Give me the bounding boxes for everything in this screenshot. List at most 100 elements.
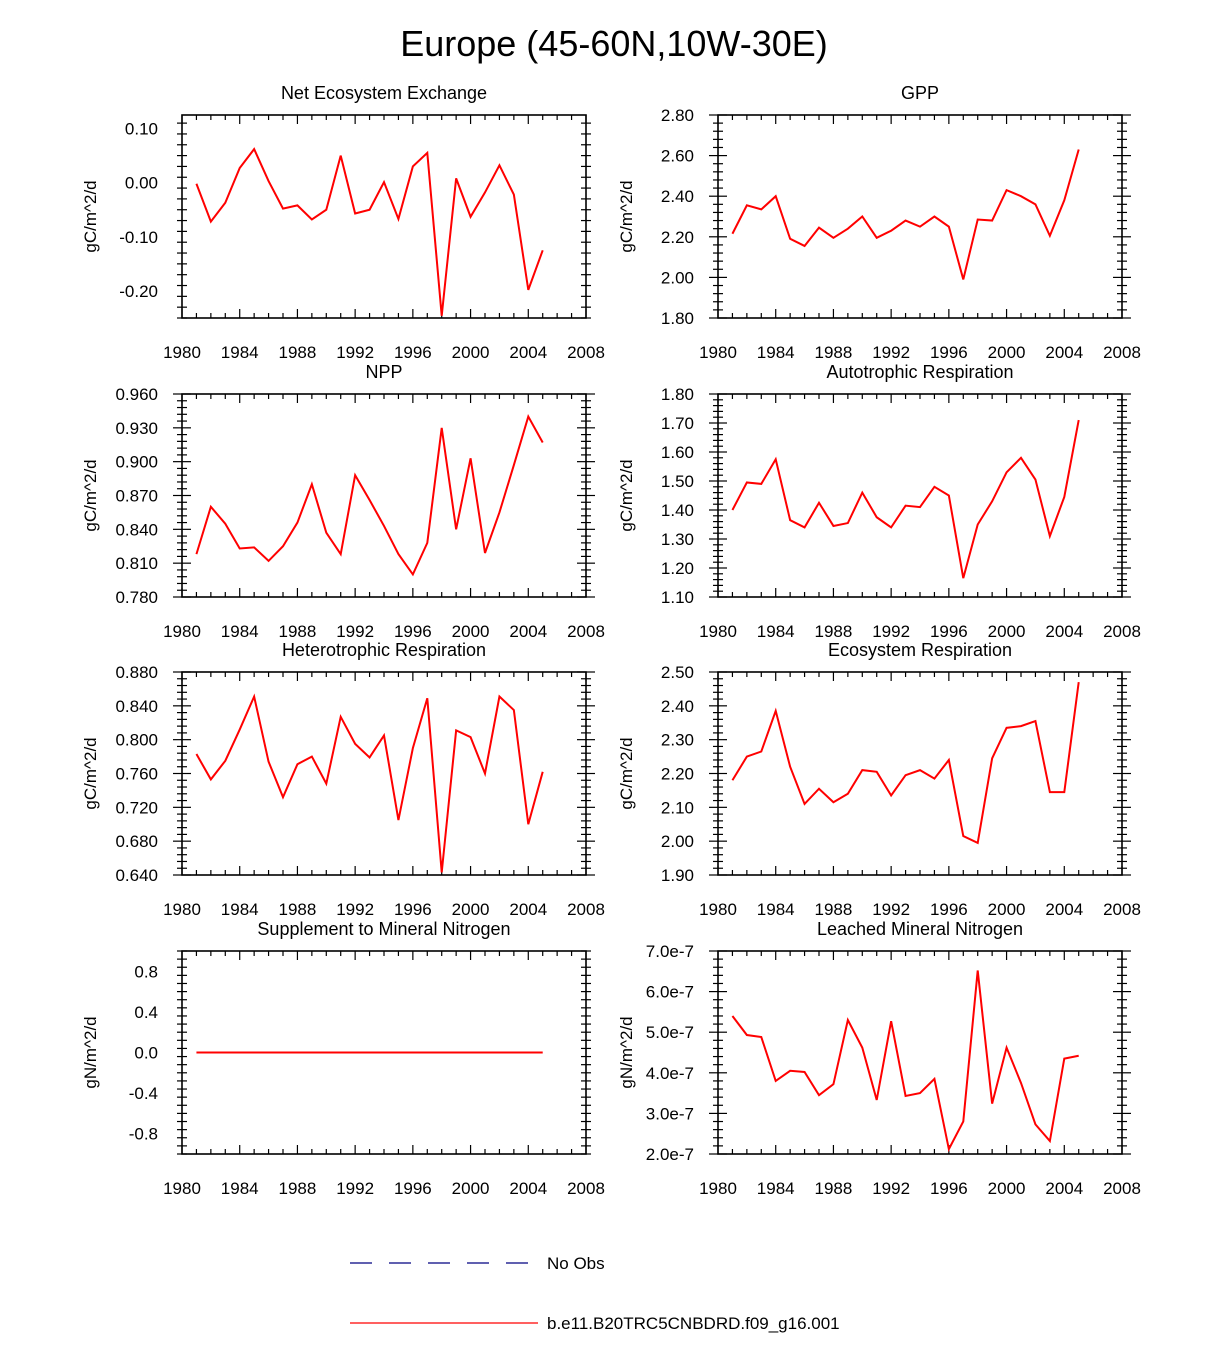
chart-panel: Autotrophic Respiration 1980 1984 1988 1992 1… (617, 362, 1141, 641)
panel-title: GPP (901, 83, 939, 103)
x-tick-label: 2004 (509, 900, 547, 919)
plot-frame (717, 114, 1123, 319)
panel-title: Net Ecosystem Exchange (281, 83, 487, 103)
x-tick-label: 1992 (336, 1179, 374, 1198)
y-tick-label: 2.00 (661, 832, 694, 851)
y-tick-label: -0.4 (129, 1084, 158, 1103)
x-tick-label: 1984 (757, 343, 795, 362)
x-tick-label: 1992 (872, 1179, 910, 1198)
y-tick-label: 0.810 (115, 554, 158, 573)
y-tick-label: 0.00 (125, 174, 158, 193)
plot-frame (717, 950, 1123, 1155)
y-tick-label: 2.0e-7 (646, 1145, 694, 1164)
y-tick-label: 0.0 (134, 1044, 158, 1063)
chart-panel: GPP 1980 1984 1988 1992 1996 2000 2004 2008 2.80 2… (617, 83, 1141, 362)
x-tick-label: 1988 (815, 622, 853, 641)
x-tick-label: 1988 (815, 900, 853, 919)
x-tick-label: 1980 (163, 343, 201, 362)
y-tick-label: 1.30 (661, 530, 694, 549)
x-tick-label: 1980 (163, 1179, 201, 1198)
y-axis-label: gN/m^2/d (617, 1016, 636, 1088)
y-tick-label: 0.720 (115, 798, 158, 817)
panel-title: Autotrophic Respiration (826, 362, 1013, 382)
x-tick-label: 1996 (394, 1179, 432, 1198)
series-line (195, 147, 544, 316)
y-tick-label: 0.840 (115, 697, 158, 716)
series-line (731, 970, 1079, 1153)
x-tick-label: 1992 (872, 343, 910, 362)
y-tick-label: 0.4 (134, 1003, 158, 1022)
y-tick-label: 0.760 (115, 765, 158, 784)
x-tick-label: 2000 (452, 900, 490, 919)
x-tick-label: 2000 (988, 1179, 1026, 1198)
x-tick-label: 2008 (567, 343, 605, 362)
y-tick-label: 0.8 (134, 962, 158, 981)
x-tick-label: 1992 (872, 900, 910, 919)
panel-title: Leached Mineral Nitrogen (817, 919, 1023, 939)
y-tick-label: 1.60 (661, 443, 694, 462)
chart-panel: Ecosystem Respiration 1980 1984 1988 1992 199… (617, 640, 1141, 919)
x-tick-label: 1992 (336, 900, 374, 919)
series-line (731, 419, 1080, 579)
x-tick-label: 1992 (872, 622, 910, 641)
x-tick-label: 1980 (699, 622, 737, 641)
y-tick-label: 1.80 (661, 309, 694, 328)
y-tick-label: 2.00 (661, 268, 694, 287)
y-tick-label: 0.930 (115, 419, 158, 438)
x-tick-label: 2008 (1103, 900, 1141, 919)
y-tick-label: 0.960 (115, 385, 158, 404)
y-tick-label: 0.640 (115, 866, 158, 885)
y-tick-label: 0.900 (115, 453, 158, 472)
y-axis-label: gC/m^2/d (617, 737, 636, 809)
x-tick-label: 1984 (221, 1179, 259, 1198)
y-tick-label: 3.0e-7 (646, 1104, 694, 1123)
series-line (195, 693, 544, 873)
x-tick-label: 1996 (930, 900, 968, 919)
panel-title: Supplement to Mineral Nitrogen (257, 919, 510, 939)
x-tick-label: 2008 (567, 1179, 605, 1198)
y-axis-label: gC/m^2/d (81, 180, 100, 252)
y-tick-label: 0.870 (115, 487, 158, 506)
y-tick-label: 7.0e-7 (646, 942, 694, 961)
y-tick-label: 1.10 (661, 588, 694, 607)
legend-obs-label: No Obs (547, 1254, 605, 1273)
x-tick-label: 2000 (988, 622, 1026, 641)
y-tick-label: 6.0e-7 (646, 983, 694, 1002)
y-tick-label: 0.680 (115, 832, 158, 851)
panel-title: Heterotrophic Respiration (282, 640, 486, 660)
y-tick-label: 0.10 (125, 120, 158, 139)
x-tick-label: 1984 (757, 622, 795, 641)
x-tick-label: 1980 (699, 1179, 737, 1198)
y-tick-label: 5.0e-7 (646, 1023, 694, 1042)
x-tick-label: 1996 (394, 900, 432, 919)
plot-frame (717, 393, 1123, 598)
y-tick-label: 2.80 (661, 106, 694, 125)
x-tick-label: 2004 (1045, 1179, 1083, 1198)
chart-panels: Net Ecosystem Exchange 1980 1984 1988 1992 19… (81, 83, 1141, 1198)
y-tick-label: -0.20 (119, 282, 158, 301)
x-tick-label: 2000 (452, 343, 490, 362)
x-tick-label: 1988 (815, 343, 853, 362)
x-tick-label: 1996 (930, 622, 968, 641)
x-tick-label: 1992 (336, 622, 374, 641)
y-tick-label: 1.90 (661, 866, 694, 885)
x-tick-label: 2000 (988, 343, 1026, 362)
chart-panel: Supplement to Mineral Nitrogen 1980 1984 19… (81, 919, 605, 1198)
x-tick-label: 2000 (988, 900, 1026, 919)
x-tick-label: 2004 (509, 622, 547, 641)
y-tick-label: 2.10 (661, 798, 694, 817)
x-tick-label: 1988 (279, 343, 317, 362)
chart-panel: Leached Mineral Nitrogen 1980 1984 1988 1992… (617, 919, 1141, 1198)
x-tick-label: 2004 (1045, 343, 1083, 362)
y-tick-label: 2.40 (661, 187, 694, 206)
series-line (731, 149, 1080, 280)
plot-frame (717, 671, 1123, 876)
y-tick-label: 1.80 (661, 385, 694, 404)
y-tick-label: 1.70 (661, 414, 694, 433)
y-axis-label: gC/m^2/d (617, 180, 636, 252)
x-tick-label: 2008 (567, 900, 605, 919)
x-tick-label: 2008 (567, 622, 605, 641)
x-tick-label: 1996 (394, 622, 432, 641)
y-tick-label: 1.50 (661, 472, 694, 491)
chart-panel: NPP 1980 1984 1988 1992 1996 2000 2004 2008 0.960… (81, 362, 605, 641)
